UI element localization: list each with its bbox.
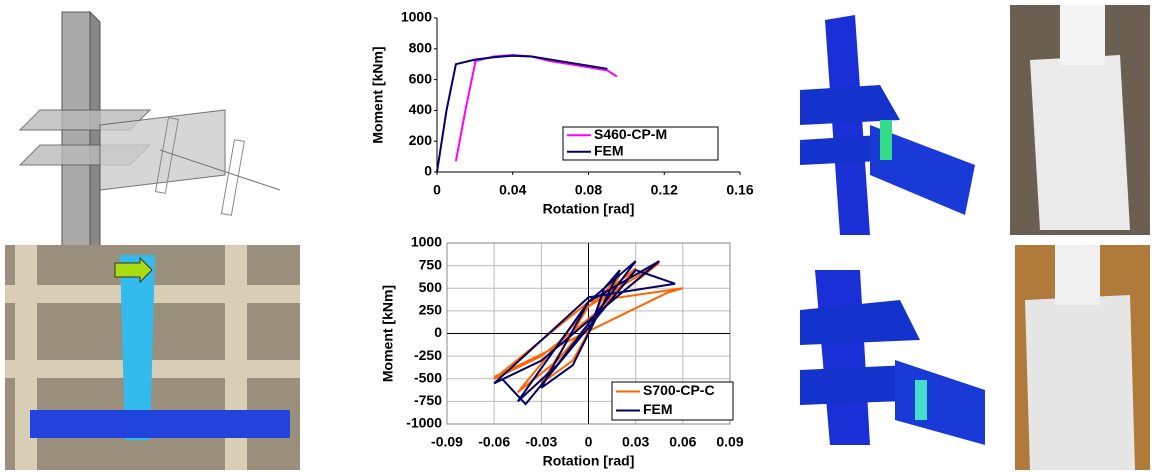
y-tick-label: -500 <box>414 369 442 385</box>
y-tick-label: 0 <box>434 324 442 340</box>
x-tick-label: 0.06 <box>669 434 696 450</box>
legend-label: FEM <box>643 401 673 417</box>
x-tick-label: 0.03 <box>622 434 649 450</box>
cad-model <box>18 10 281 261</box>
data-line <box>493 260 676 406</box>
y-tick-label: 1000 <box>401 9 432 25</box>
y-tick-label: 500 <box>419 279 443 295</box>
y-tick-label: -750 <box>414 392 442 408</box>
x-tick-label: 0.09 <box>716 434 743 450</box>
y-tick-label: 400 <box>409 101 433 117</box>
legend-label: FEM <box>594 142 624 158</box>
y-axis-title: Moment [kNm] <box>370 46 386 143</box>
fem-render <box>800 15 985 445</box>
x-tick-label: 0.16 <box>726 182 753 198</box>
legend-label: S460-CP-M <box>594 126 667 142</box>
y-tick-label: 0 <box>424 163 432 179</box>
y-tick-label: -250 <box>414 347 442 363</box>
x-tick-label: -0.03 <box>525 434 557 450</box>
y-axis-title: Moment [kNm] <box>380 285 396 382</box>
x-tick-label: 0 <box>585 434 593 450</box>
x-axis-title: Rotation [rad] <box>543 201 635 217</box>
y-tick-label: 600 <box>409 70 433 86</box>
x-tick-label: 0.12 <box>651 182 678 198</box>
x-tick-label: 0.04 <box>499 182 526 198</box>
x-axis-title: Rotation [rad] <box>543 453 635 469</box>
y-tick-label: 1000 <box>411 234 442 250</box>
test-photo <box>5 245 300 470</box>
y-tick-label: 250 <box>419 302 443 318</box>
specimen-photo <box>1010 5 1150 470</box>
x-tick-label: -0.09 <box>431 434 463 450</box>
y-tick-label: -1000 <box>406 415 442 431</box>
x-tick-label: 0 <box>433 182 441 198</box>
y-tick-label: 200 <box>409 132 433 148</box>
y-tick-label: 800 <box>409 40 433 56</box>
y-tick-label: 750 <box>419 256 443 272</box>
x-tick-label: -0.06 <box>478 434 510 450</box>
x-tick-label: 0.08 <box>575 182 602 198</box>
legend-box <box>562 126 719 161</box>
legend-label: S700-CP-C <box>643 382 715 398</box>
legend-box <box>611 381 734 421</box>
data-line <box>436 54 608 173</box>
charts: 0 200 400 600 800 1000 0 0.04 0.08 0.12 0.16 Rotati… <box>370 9 754 469</box>
